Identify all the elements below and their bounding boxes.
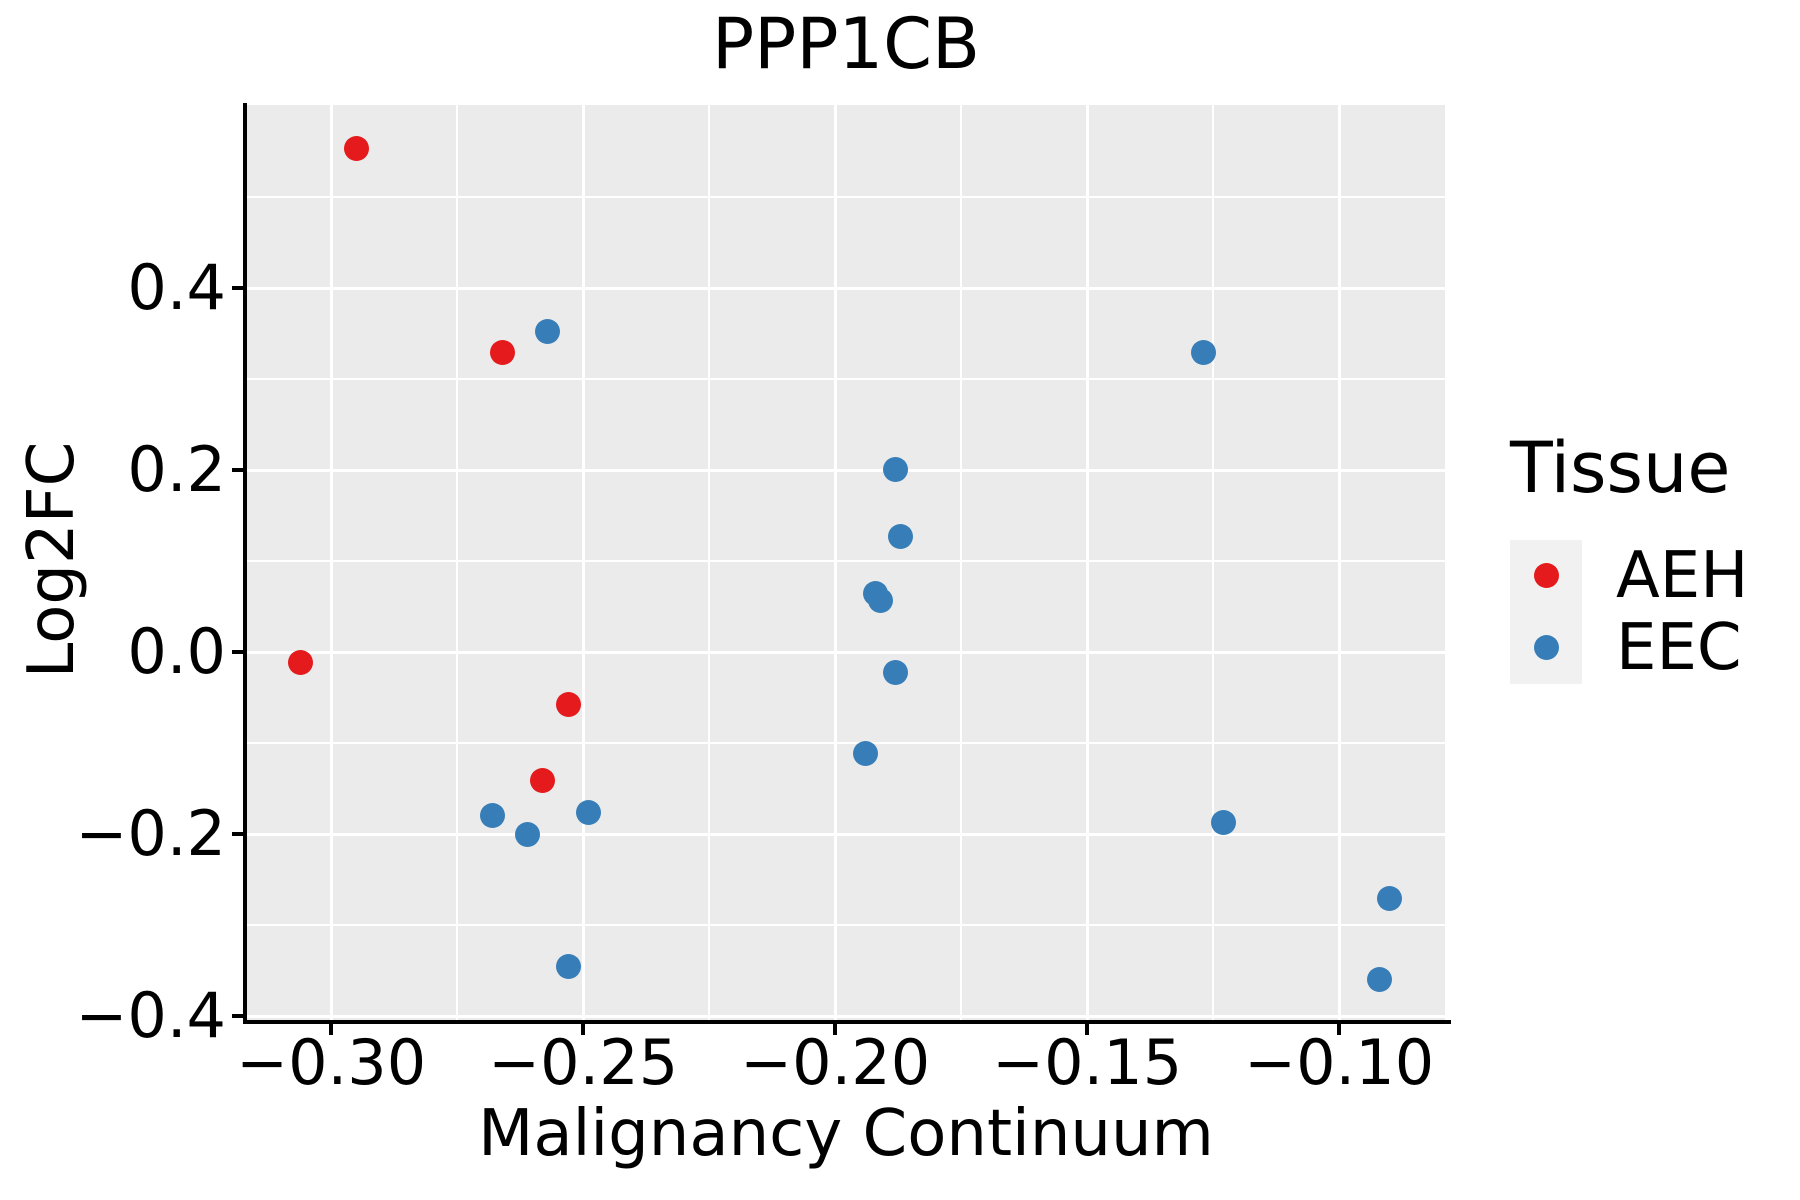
data-point-eec [883,456,909,482]
x-tick-label: −0.20 [740,1026,931,1099]
x-tick-mark [329,1024,334,1035]
data-point-aeh [343,136,369,162]
x-tick-label: −0.25 [488,1026,679,1099]
eec-point-icon [1533,635,1559,660]
y-minor-gridline [247,742,1445,745]
y-tick-label: 0.0 [127,615,226,689]
y-tick-label: 0.4 [127,251,226,324]
data-point-aeh [288,649,314,675]
x-minor-gridline [1212,105,1215,1020]
x-minor-gridline [960,105,963,1020]
legend-key [1510,539,1582,612]
x-tick-label: −0.15 [992,1026,1183,1099]
legend-label-aeh: AEH [1616,538,1749,613]
data-point-eec [1377,885,1403,911]
x-tick-mark [1337,1024,1342,1035]
legend-title: Tissue [1510,427,1731,509]
legend-entry-aeh: AEH [1510,538,1749,613]
data-point-eec [1190,340,1216,366]
x-minor-gridline [456,105,459,1020]
y-tick-mark [232,286,243,290]
plot-panel [247,105,1445,1020]
y-minor-gridline [247,924,1445,927]
legend-key [1510,611,1582,684]
y-major-gridline [247,468,1445,472]
y-tick-mark [232,468,243,473]
data-point-eec [515,821,541,847]
data-point-eec [1210,809,1236,835]
legend-label-eec: EEC [1616,610,1742,685]
x-axis-line [243,1020,1451,1024]
legend: Tissue AEH EEC [1510,427,1749,685]
data-point-eec [535,319,561,345]
data-point-aeh [530,768,556,794]
x-tick-label: −0.10 [1244,1026,1435,1099]
x-major-gridline [1337,105,1341,1020]
x-major-gridline [581,105,585,1020]
data-point-eec [868,587,894,613]
y-minor-gridline [247,560,1445,563]
x-minor-gridline [708,105,711,1020]
y-major-gridline [247,650,1445,654]
y-tick-mark [232,1014,243,1019]
y-tick-label: −0.2 [75,797,226,871]
y-tick-mark [232,650,243,655]
x-tick-mark [1085,1024,1090,1035]
x-tick-mark [833,1024,838,1035]
y-major-gridline [247,1014,1445,1018]
y-minor-gridline [247,195,1445,198]
x-major-gridline [1085,105,1089,1020]
data-point-eec [555,953,581,979]
data-point-eec [888,524,914,550]
x-major-gridline [329,105,333,1020]
y-axis-line [243,103,247,1024]
y-tick-label: −0.4 [75,979,226,1053]
y-tick-label: 0.2 [127,433,226,507]
data-point-aeh [490,340,516,366]
aeh-point-icon [1533,563,1559,588]
data-point-aeh [555,691,581,717]
data-point-eec [883,659,909,685]
x-axis-title: Malignancy Continuum [478,1097,1214,1171]
x-tick-mark [581,1024,586,1035]
y-tick-mark [232,832,243,837]
data-point-eec [479,802,505,828]
data-point-eec [1366,967,1392,993]
plot-title: PPP1CB [711,3,981,85]
data-point-eec [852,740,878,766]
data-point-eec [575,799,601,825]
x-major-gridline [833,105,837,1020]
legend-entry-eec: EEC [1510,610,1748,685]
y-major-gridline [247,286,1445,290]
y-minor-gridline [247,378,1445,381]
y-major-gridline [247,832,1445,836]
x-tick-label: −0.30 [236,1026,427,1099]
